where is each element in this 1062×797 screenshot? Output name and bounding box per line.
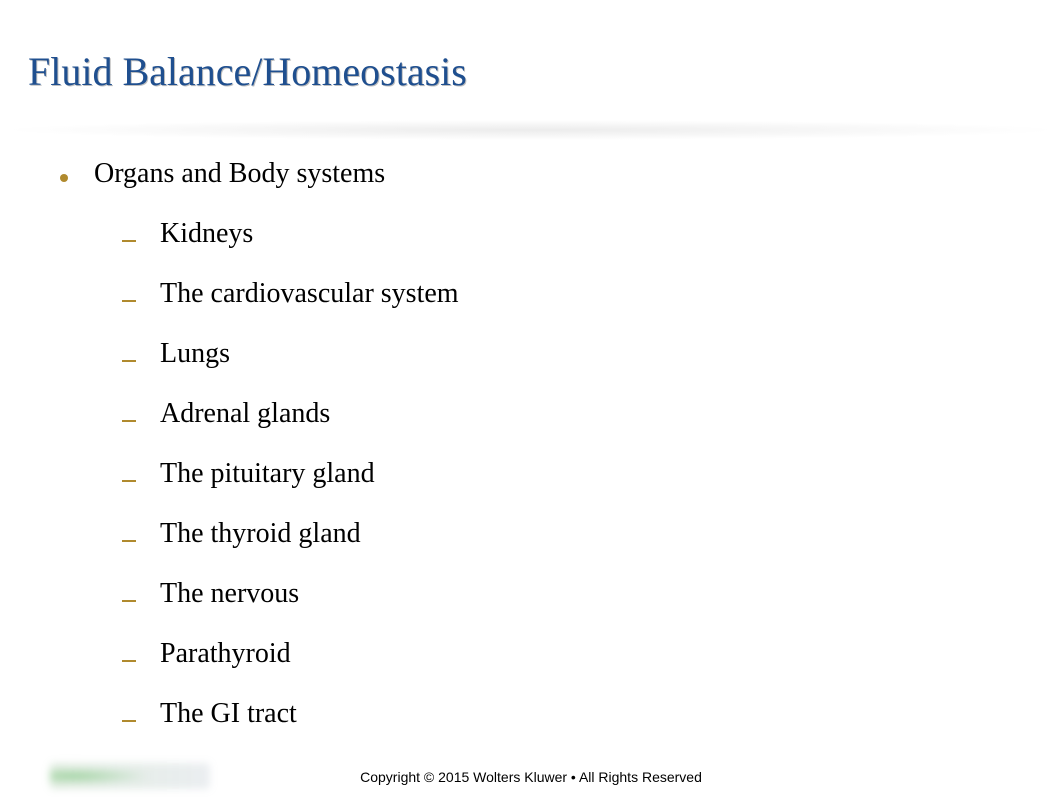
bullet-level2: The cardiovascular system [122,278,960,310]
bullet-dash-icon [122,360,136,362]
level2-text: Adrenal glands [160,398,330,430]
level2-text: The pituitary gland [160,458,375,490]
bullet-level2: The nervous [122,578,960,610]
level2-text: The thyroid gland [160,518,361,550]
bullet-level2: The thyroid gland [122,518,960,550]
slide-title: Fluid Balance/Homeostasis [28,48,467,95]
bullet-dot-icon [60,174,68,182]
title-divider [0,120,1062,140]
bullet-dash-icon [122,300,136,302]
copyright-footer: Copyright © 2015 Wolters Kluwer • All Ri… [0,769,1062,785]
bullet-dash-icon [122,480,136,482]
bullet-level2: The pituitary gland [122,458,960,490]
sublist: Kidneys The cardiovascular system Lungs … [122,218,960,730]
slide-content: Organs and Body systems Kidneys The card… [60,158,960,758]
level2-text: Kidneys [160,218,253,250]
level2-text: Parathyroid [160,638,291,670]
bullet-level2: Adrenal glands [122,398,960,430]
level2-text: Lungs [160,338,230,370]
bullet-dash-icon [122,660,136,662]
bullet-level2: Kidneys [122,218,960,250]
level2-text: The nervous [160,578,299,610]
bullet-dash-icon [122,420,136,422]
bullet-dash-icon [122,600,136,602]
level2-text: The cardiovascular system [160,278,459,310]
level1-text: Organs and Body systems [94,158,385,190]
level2-text: The GI tract [160,698,297,730]
bullet-dash-icon [122,720,136,722]
bullet-level2: Parathyroid [122,638,960,670]
bullet-dash-icon [122,240,136,242]
bullet-dash-icon [122,540,136,542]
bullet-level2: The GI tract [122,698,960,730]
bullet-level2: Lungs [122,338,960,370]
bullet-level1: Organs and Body systems [60,158,960,190]
